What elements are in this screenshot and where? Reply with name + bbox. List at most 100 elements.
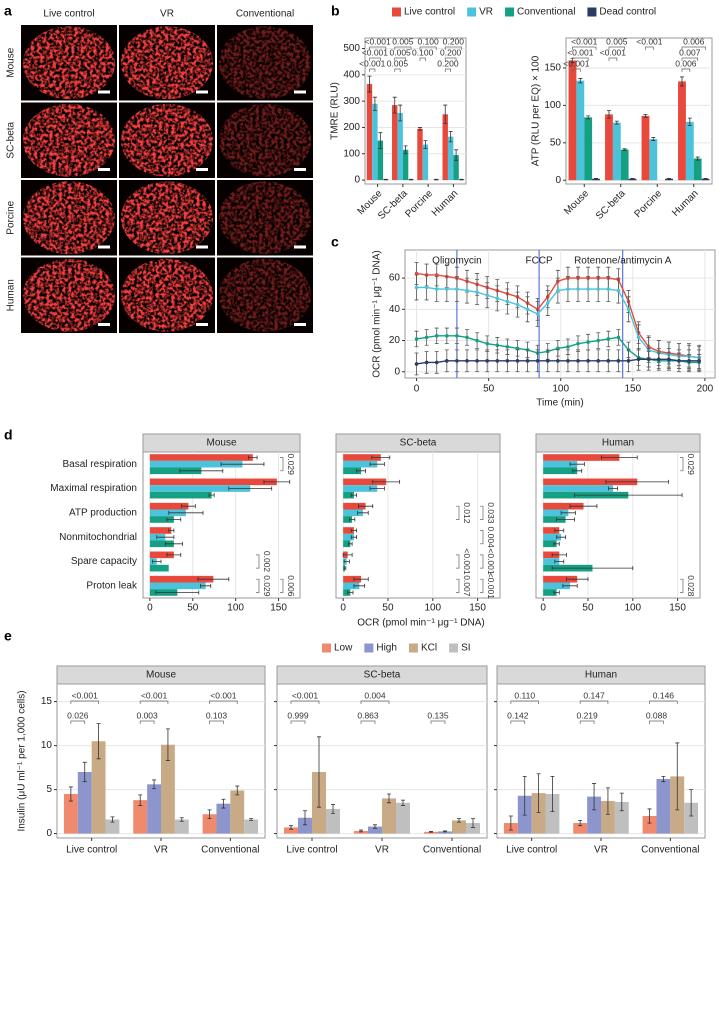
comparison-bracket [369, 68, 376, 72]
bar [161, 744, 175, 834]
error-bar [566, 577, 589, 582]
point [475, 290, 479, 294]
error-bar [695, 156, 700, 161]
bar [343, 467, 362, 475]
point [424, 360, 429, 365]
bar [343, 485, 378, 492]
comparison-bracket [645, 46, 654, 50]
p-value: 0.200 [437, 58, 459, 68]
p-value: 0.004 [486, 527, 496, 549]
point [485, 293, 489, 298]
error-bar [409, 178, 414, 181]
comparison-bracket [394, 68, 401, 72]
panel-letter: c [331, 234, 339, 250]
error-bar [554, 528, 565, 533]
comparison-bracket [579, 700, 609, 704]
bar [343, 516, 353, 523]
error-bar [667, 177, 672, 180]
comparison-bracket [444, 46, 462, 50]
bar [298, 817, 312, 834]
bar [685, 121, 694, 181]
error-bar [536, 773, 541, 813]
x-tick-label: 100 [552, 384, 569, 395]
scale-bar [196, 245, 208, 249]
bar [452, 820, 466, 834]
error-bar [550, 776, 555, 812]
error-bar [578, 78, 583, 84]
error-bar [168, 510, 204, 515]
point [656, 357, 661, 362]
error-bar [651, 137, 656, 141]
comparison-bracket [360, 720, 376, 724]
p-value: <0.001 [486, 573, 496, 600]
bar [543, 516, 566, 523]
error-bar [383, 178, 388, 181]
panel-letter: b [331, 3, 340, 19]
comparison-bracket [139, 720, 155, 724]
error-bar [179, 468, 224, 473]
scale-bar [294, 323, 306, 326]
error-bar [554, 559, 565, 564]
point [566, 344, 570, 349]
bar [656, 779, 671, 834]
column-header: VR [160, 9, 174, 20]
error-bar [703, 177, 708, 180]
point [667, 357, 671, 362]
error-bar [343, 566, 347, 571]
error-bar [289, 825, 293, 830]
p-value: 0.029 [262, 575, 272, 597]
point [465, 359, 469, 363]
bar [612, 122, 621, 181]
bar [392, 105, 398, 181]
x-tick-label: 150 [624, 384, 641, 395]
event-label: Oligomycin [432, 256, 481, 267]
bar [543, 533, 562, 541]
bar [678, 81, 686, 181]
panel-letter: a [4, 3, 12, 19]
bar [543, 540, 557, 548]
error-bar [358, 504, 374, 509]
facet-title: Human [602, 438, 634, 449]
p-value: <0.001 [563, 58, 590, 68]
comparison-bracket [430, 720, 446, 724]
p-value: <0.001 [600, 47, 627, 57]
error-bar [371, 455, 391, 460]
facet-strip [56, 665, 266, 685]
x-tick-label: Live control [286, 845, 337, 856]
p-value: 0.004 [364, 690, 386, 700]
point [414, 271, 419, 276]
legend-swatch [467, 7, 477, 17]
error-bar [448, 130, 453, 143]
error-bar [249, 818, 254, 821]
p-value: <0.001 [141, 690, 168, 700]
p-value: 0.200 [440, 47, 462, 57]
y-tick-label: 100 [343, 148, 360, 159]
p-value: 0.146 [653, 690, 675, 700]
bar [543, 527, 560, 534]
x-tick-label: Mouse [562, 188, 591, 217]
point [445, 359, 449, 363]
bar [531, 793, 546, 834]
error-bar [578, 820, 583, 827]
facet-strip [535, 433, 701, 453]
point [566, 359, 570, 363]
comparison-bracket [456, 505, 460, 520]
comparison-bracket [70, 720, 86, 724]
comparison-bracket [394, 57, 406, 61]
bar [573, 823, 588, 834]
point [434, 360, 439, 365]
x-tick-label: 100 [624, 603, 641, 614]
y-tick-label: 10 [41, 740, 53, 751]
p-value: <0.001 [636, 36, 663, 46]
x-tick-label: Conventional [201, 845, 259, 856]
point [636, 335, 641, 340]
bar [620, 149, 629, 181]
panel-letter: e [4, 628, 12, 644]
error-bar [369, 462, 385, 467]
error-bar [179, 817, 184, 822]
point [414, 285, 419, 290]
error-bar [594, 177, 599, 180]
error-bar [459, 178, 464, 181]
point [616, 359, 621, 363]
